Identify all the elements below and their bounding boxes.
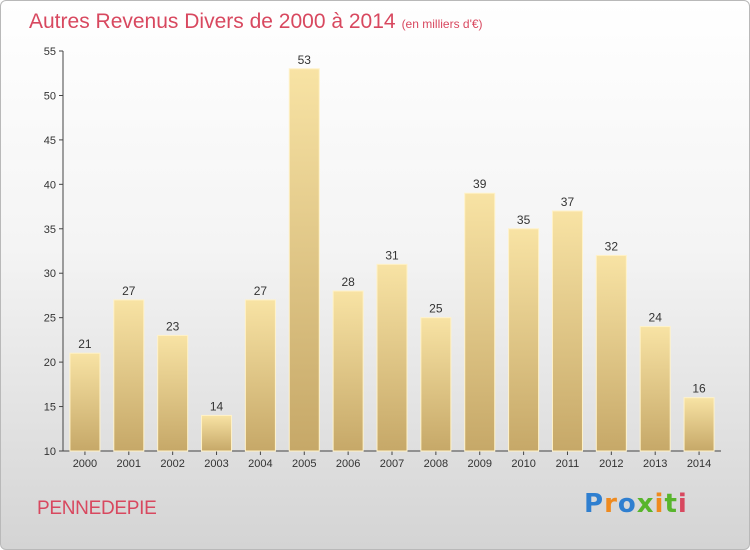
bar-2002 xyxy=(157,334,189,452)
bar-value-label: 27 xyxy=(122,284,136,298)
x-tick-label: 2006 xyxy=(336,458,360,470)
logo-letter: i xyxy=(677,489,688,519)
y-axis: 10 15 20 25 30 35 40 45 50 55 xyxy=(44,46,64,458)
bar-2014 xyxy=(683,397,715,452)
bar-2012 xyxy=(595,254,627,452)
bar-value-label: 28 xyxy=(341,275,355,289)
x-tick-label: 2010 xyxy=(511,458,535,470)
bar-2007 xyxy=(376,263,408,452)
x-tick-label: 2004 xyxy=(248,458,272,470)
x-tick-label: 2005 xyxy=(292,458,316,470)
chart-title-text: Autres Revenus Divers de 2000 à 2014 xyxy=(29,10,396,33)
y-tick-label: 20 xyxy=(44,357,56,369)
bar-value-label: 25 xyxy=(429,302,443,316)
logo-letter: r xyxy=(604,489,618,519)
bar-2009 xyxy=(464,192,496,452)
bar-value-label: 14 xyxy=(210,399,224,413)
bar-2010 xyxy=(508,228,540,452)
bar-value-label: 32 xyxy=(605,239,619,253)
y-tick-label: 30 xyxy=(44,268,56,280)
x-tick-label: 2002 xyxy=(160,458,184,470)
x-tick-label: 2012 xyxy=(599,458,623,470)
y-tick-label: 45 xyxy=(44,135,56,147)
bar-value-label: 37 xyxy=(561,195,575,209)
x-tick-label: 2011 xyxy=(556,458,580,470)
bar-value-label: 31 xyxy=(385,248,399,262)
x-axis: 2000 2001 2002 2003 2004 2005 2006 2007 2008 2009… xyxy=(63,450,721,470)
x-tick-label: 2003 xyxy=(204,458,228,470)
bar-value-labels: 21 27 23 14 27 53 28 31 25 39 35 37 32 24 16 xyxy=(78,53,706,414)
bar-2013 xyxy=(639,326,671,452)
bar-2001 xyxy=(113,299,145,452)
commune-name: PENNEDEPIE xyxy=(37,498,157,519)
y-tick-label: 40 xyxy=(44,179,56,191)
bar-value-label: 23 xyxy=(166,319,180,333)
y-tick-label: 25 xyxy=(44,313,56,325)
chart-subtitle: (en milliers d'€) xyxy=(401,17,483,31)
bar-value-label: 27 xyxy=(254,284,268,298)
bar-2003 xyxy=(201,414,233,452)
x-tick-label: 2000 xyxy=(73,458,97,470)
bar-value-label: 53 xyxy=(298,53,312,67)
bar-2008 xyxy=(420,317,452,452)
y-tick-label: 15 xyxy=(44,402,56,414)
bar-value-label: 16 xyxy=(692,382,706,396)
bar-2004 xyxy=(244,299,276,452)
logo-letter: P xyxy=(584,489,605,519)
bar-value-label: 39 xyxy=(473,177,487,191)
y-tick-label: 10 xyxy=(44,446,56,458)
bar-value-label: 24 xyxy=(649,311,663,325)
x-tick-label: 2001 xyxy=(117,458,141,470)
x-tick-label: 2014 xyxy=(687,458,711,470)
logo-letter: t xyxy=(664,489,678,519)
x-tick-label: 2007 xyxy=(380,458,404,470)
bar-value-label: 35 xyxy=(517,213,531,227)
chart-title: Autres Revenus Divers de 2000 à 2014 (en … xyxy=(29,10,483,34)
bar-2005 xyxy=(288,68,320,452)
y-tick-label: 50 xyxy=(44,90,56,102)
bar-2000 xyxy=(69,352,101,452)
logo-letter: x xyxy=(636,489,655,519)
bar-2011 xyxy=(551,210,583,452)
bars-group xyxy=(69,68,715,452)
logo-letter: i xyxy=(654,489,665,519)
x-tick-label: 2013 xyxy=(643,458,667,470)
x-tick-label: 2008 xyxy=(424,458,448,470)
logo-letter: o xyxy=(617,489,637,519)
y-tick-label: 35 xyxy=(44,224,56,236)
proxiti-logo: Proxiti xyxy=(584,489,688,519)
bar-2006 xyxy=(332,290,364,452)
x-tick-label: 2009 xyxy=(467,458,491,470)
bar-value-label: 21 xyxy=(78,337,92,351)
y-tick-label: 55 xyxy=(44,46,56,58)
